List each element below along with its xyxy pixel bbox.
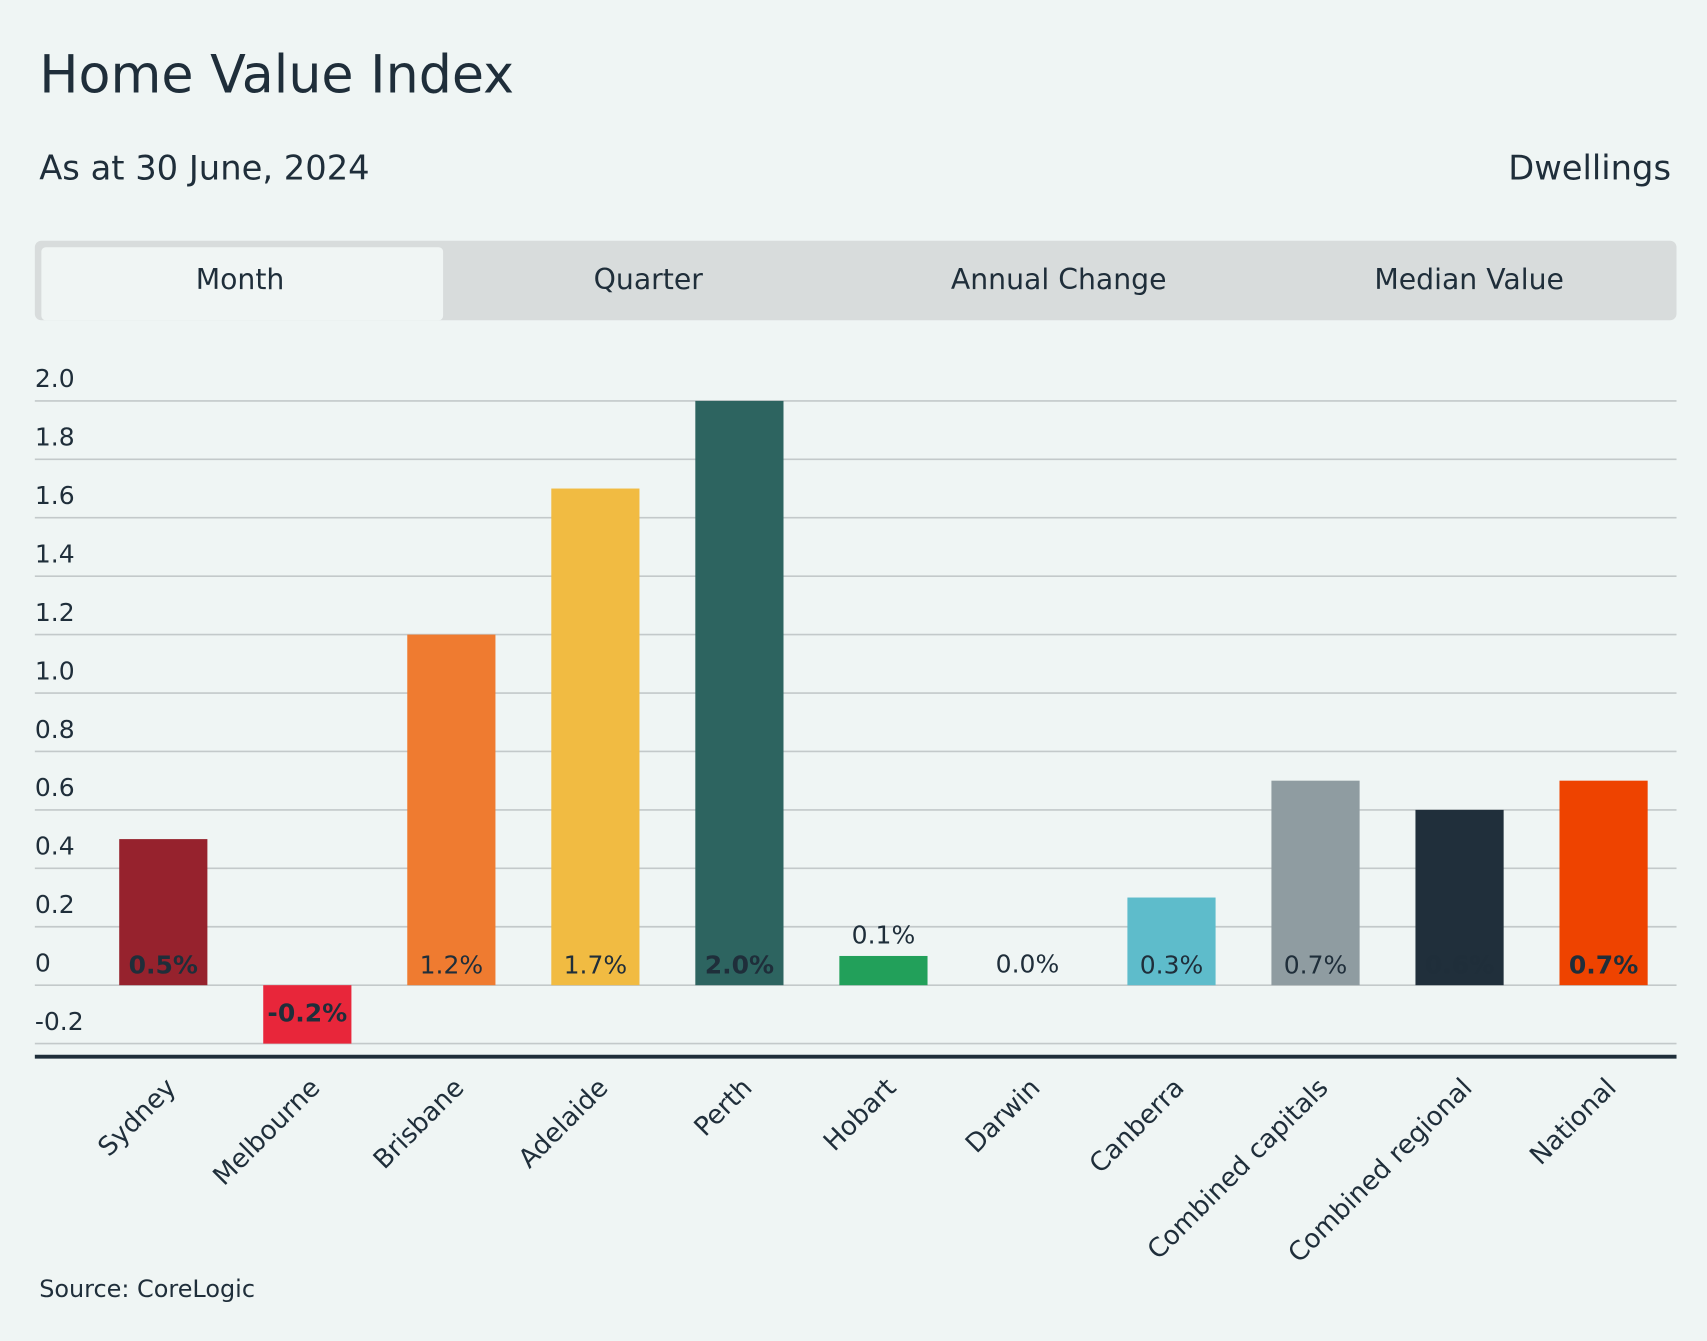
y-tick-label: 1.2 (35, 598, 75, 627)
value-label: 0.6% (1425, 951, 1494, 980)
y-tick-label: 0.6 (35, 773, 75, 802)
value-label: -0.2% (267, 999, 347, 1028)
bar (119, 839, 208, 986)
value-label: 1.2% (420, 951, 484, 980)
bar (551, 488, 640, 986)
value-label: 0.0% (996, 950, 1060, 979)
y-tick-label: -0.2 (35, 1007, 84, 1036)
y-tick-label: 0.2 (35, 890, 75, 919)
value-label: 0.5% (129, 951, 198, 980)
bar (1415, 809, 1504, 986)
value-label: 0.1% (852, 920, 916, 949)
y-tick-label: 1.8 (35, 423, 75, 452)
y-tick-label: 1.6 (35, 481, 75, 510)
bar (695, 400, 784, 986)
subtitle: As at 30 June, 2024 (39, 148, 369, 187)
tab[interactable]: Annual Change (951, 263, 1167, 296)
y-tick-label: 0.4 (35, 832, 75, 861)
bar (407, 634, 496, 986)
value-label: 2.0% (705, 951, 774, 980)
value-label: 0.7% (1569, 951, 1638, 980)
bar (1127, 897, 1216, 986)
y-tick-label: 2.0 (35, 364, 75, 393)
y-tick-label: 0 (35, 948, 51, 977)
segment-label: Dwellings (1508, 148, 1671, 187)
value-label: 0.3% (1140, 951, 1204, 980)
tab[interactable]: Quarter (594, 263, 704, 296)
tab[interactable]: Month (196, 263, 285, 296)
y-tick-label: 1.4 (35, 539, 75, 568)
source: Source: CoreLogic (39, 1275, 255, 1303)
tab-bar (34, 240, 1677, 321)
y-tick-label: 0.8 (35, 715, 75, 744)
bar (263, 985, 352, 1044)
y-tick-label: 1.0 (35, 656, 75, 685)
active-tab (41, 247, 444, 321)
tab[interactable]: Median Value (1374, 263, 1564, 296)
value-label: 1.7% (564, 951, 628, 980)
title: Home Value Index (39, 44, 514, 105)
bar (1271, 780, 1360, 986)
value-label: 0.7% (1284, 951, 1348, 980)
bar (839, 955, 928, 986)
bar (1559, 780, 1648, 986)
